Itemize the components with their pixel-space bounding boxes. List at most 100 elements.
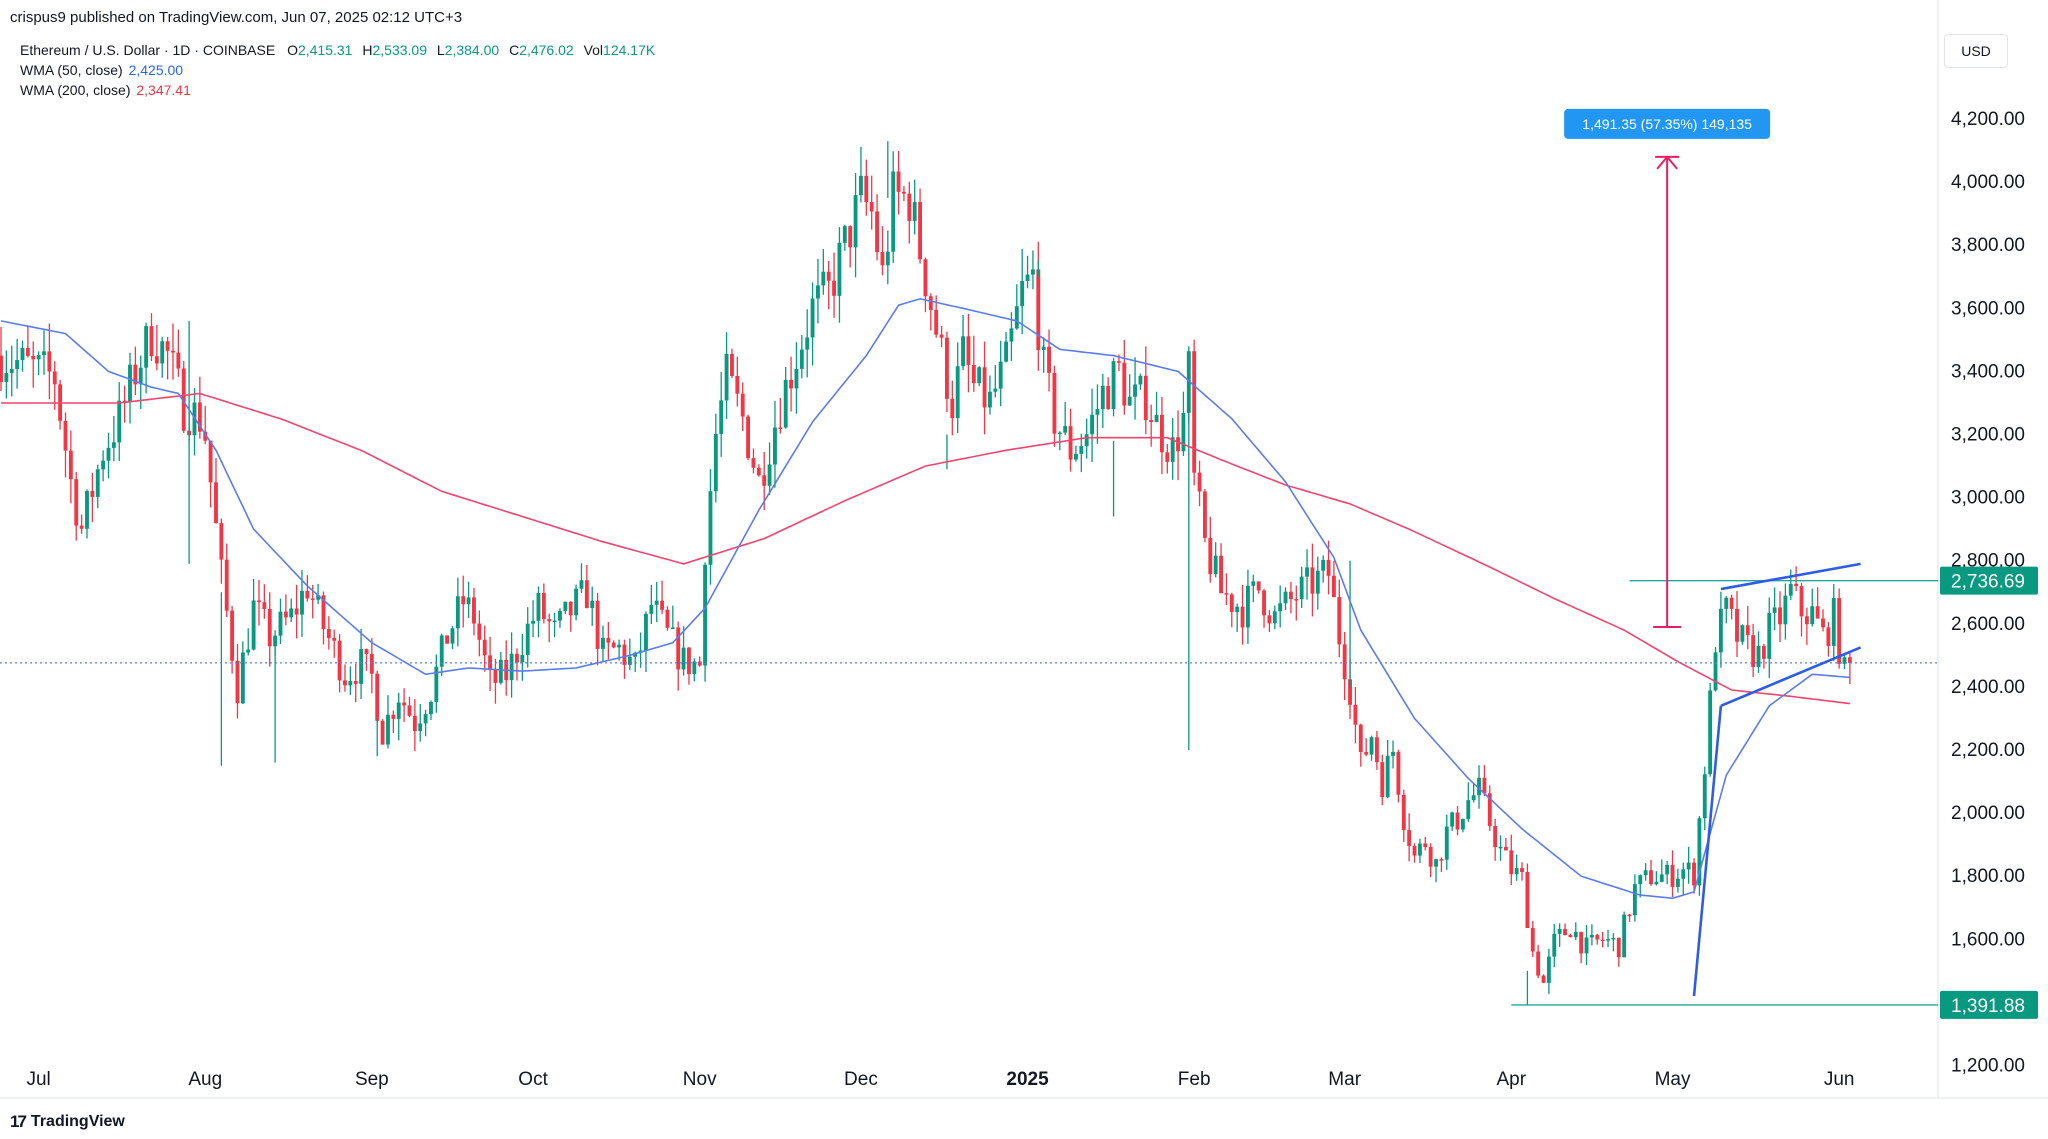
candle-body: [869, 202, 874, 212]
candle-body: [1498, 846, 1503, 849]
time-tick-label: Feb: [1178, 1069, 1211, 1090]
candle-body: [1692, 862, 1696, 886]
candle-body: [1025, 274, 1030, 282]
candle-body: [1799, 586, 1804, 617]
price-tick-label: 2,400.00: [1951, 677, 2025, 698]
legend-wma50-row[interactable]: WMA (50, close) 2,425.00: [20, 60, 655, 80]
candle-body: [445, 635, 450, 644]
legend-high: 2,533.09: [372, 42, 427, 58]
candle-body: [627, 656, 632, 665]
candle-body: [1783, 595, 1788, 625]
price-tick-label: 3,400.00: [1951, 361, 2025, 382]
candle-body: [1423, 843, 1428, 848]
candle-body: [364, 649, 369, 654]
legend-vol: 124.17K: [603, 42, 656, 58]
candle-body: [660, 600, 665, 610]
candle-body: [1213, 555, 1218, 575]
candle-body: [482, 639, 487, 656]
candle-body: [1288, 591, 1293, 600]
measure-arrowhead: [1656, 155, 1678, 170]
candle-body: [568, 601, 573, 616]
candle-body: [294, 608, 299, 615]
chart-legend: Ethereum / U.S. Dollar · 1D · COINBASE O…: [20, 40, 655, 100]
price-tick-label: 1,600.00: [1951, 929, 2025, 950]
candle-body: [515, 653, 519, 663]
price-tick-label: 2,600.00: [1951, 614, 2025, 635]
candle-body: [1369, 737, 1374, 755]
candle-body: [810, 298, 815, 338]
candle-body: [563, 601, 568, 611]
wma200-line: [1, 392, 1851, 705]
candle-body: [1057, 432, 1062, 435]
candle-body: [1821, 618, 1825, 628]
candle-body: [1143, 375, 1148, 421]
candle-body: [1842, 657, 1847, 664]
candle-body: [1299, 576, 1304, 600]
candle-body: [1627, 914, 1632, 917]
candle-body: [1761, 646, 1766, 659]
moving-averages: [0, 298, 1851, 900]
candle-body: [353, 680, 358, 684]
candle-body: [1670, 864, 1675, 887]
candle-body: [1788, 583, 1793, 596]
price-axis[interactable]: 1,200.001,400.001,600.001,800.002,000.00…: [1940, 109, 2038, 1076]
candle-body: [9, 369, 14, 374]
candle-body: [1740, 625, 1745, 642]
candle-body: [1681, 869, 1686, 879]
candle-body: [133, 364, 138, 385]
candle-body: [1278, 603, 1283, 612]
publisher-info: crispus9 published on TradingView.com, J…: [10, 9, 463, 26]
legend-wma200-row[interactable]: WMA (200, close) 2,347.41: [20, 80, 655, 100]
candle-body: [144, 326, 149, 368]
candle-body: [805, 337, 810, 350]
candle-body: [1595, 934, 1600, 940]
candle-body: [1649, 870, 1653, 885]
candle-body: [203, 431, 208, 441]
time-tick-label: 2025: [1006, 1069, 1049, 1090]
candle-body: [1643, 870, 1648, 876]
candle-body: [154, 356, 159, 364]
candle-body: [1713, 652, 1718, 691]
candle-body: [1804, 616, 1809, 625]
candle-body: [520, 654, 525, 663]
candle-body: [101, 460, 106, 470]
legend-symbol[interactable]: Ethereum / U.S. Dollar · 1D · COINBASE: [20, 42, 276, 58]
currency-selector[interactable]: USD: [1944, 34, 2008, 68]
wedge-upper-line: [1720, 562, 1861, 591]
candle-body: [773, 427, 777, 465]
candle-body: [1122, 362, 1127, 406]
candle-body: [235, 660, 240, 704]
candle-body: [1460, 819, 1465, 830]
candle-body: [1735, 608, 1739, 642]
candle-body: [1810, 606, 1815, 625]
candle-body: [1417, 843, 1422, 856]
candle-body: [85, 490, 89, 529]
wma50-line: [0, 298, 1850, 900]
candle-body: [1584, 937, 1589, 954]
candle-body: [15, 360, 20, 370]
candle-body: [1509, 850, 1514, 875]
candle-body: [934, 309, 939, 335]
candle-body: [1331, 575, 1336, 598]
candlesticks: [0, 141, 1852, 1006]
grid-lines: [0, 0, 2048, 1099]
candle-body: [52, 371, 57, 385]
legend-wma50-value: 2,425.00: [128, 62, 184, 78]
candle-body: [160, 341, 165, 364]
candle-body: [1675, 878, 1680, 887]
legend-symbol-row: Ethereum / U.S. Dollar · 1D · COINBASE O…: [20, 40, 655, 60]
candle-body: [359, 649, 364, 684]
candle-body: [1530, 928, 1535, 952]
candle-body: [1552, 933, 1557, 957]
legend-close-label: C: [509, 42, 520, 58]
tradingview-logo[interactable]: 17 TradingView: [10, 1112, 125, 1132]
candle-body: [289, 608, 294, 618]
candle-body: [880, 251, 885, 266]
candle-body: [885, 251, 890, 266]
candle-body: [149, 326, 154, 357]
candle-body: [1219, 555, 1223, 594]
candle-body: [1197, 472, 1202, 492]
time-axis[interactable]: Jul Aug Sep Oct Nov Dec 2025 Feb Mar Apr May Jun: [26, 1069, 1854, 1090]
candle-body: [1052, 372, 1057, 434]
